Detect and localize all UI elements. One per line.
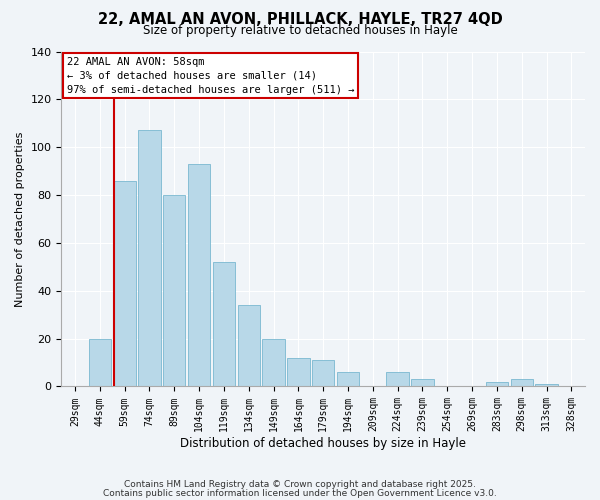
Bar (188, 164, 210, 386)
Bar (535, 384, 558, 386)
Bar (139, 130, 161, 386)
Text: Contains public sector information licensed under the Open Government Licence v3: Contains public sector information licen… (103, 488, 497, 498)
Bar (337, 372, 359, 386)
Text: 22 AMAL AN AVON: 58sqm
← 3% of detached houses are smaller (14)
97% of semi-deta: 22 AMAL AN AVON: 58sqm ← 3% of detached … (67, 56, 354, 94)
Bar (386, 372, 409, 386)
Text: Size of property relative to detached houses in Hayle: Size of property relative to detached ho… (143, 24, 457, 37)
Bar (89, 338, 111, 386)
Bar (411, 380, 434, 386)
Bar (262, 338, 285, 386)
Bar (511, 380, 533, 386)
Bar (213, 262, 235, 386)
Bar (287, 358, 310, 386)
Text: 22, AMAL AN AVON, PHILLACK, HAYLE, TR27 4QD: 22, AMAL AN AVON, PHILLACK, HAYLE, TR27 … (98, 12, 502, 28)
Bar (113, 180, 136, 386)
Y-axis label: Number of detached properties: Number of detached properties (15, 132, 25, 306)
X-axis label: Distribution of detached houses by size in Hayle: Distribution of detached houses by size … (180, 437, 466, 450)
Bar (486, 382, 508, 386)
Bar (312, 360, 334, 386)
Bar (163, 195, 185, 386)
Text: Contains HM Land Registry data © Crown copyright and database right 2025.: Contains HM Land Registry data © Crown c… (124, 480, 476, 489)
Bar (238, 305, 260, 386)
